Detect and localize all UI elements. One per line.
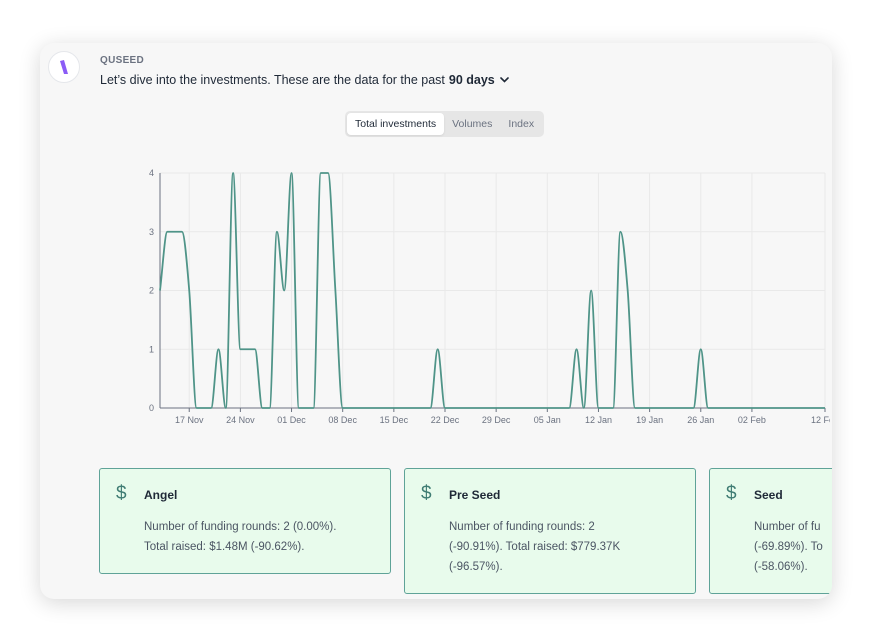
tab-index[interactable]: Index xyxy=(508,118,535,130)
stat-line: (-96.57%). xyxy=(449,561,503,573)
x-tick-label: 05 Jan xyxy=(534,415,561,425)
stat-name: Pre Seed xyxy=(449,488,501,502)
message-text: Let’s dive into the investments. These a… xyxy=(100,73,509,87)
avatar xyxy=(48,51,80,83)
stat-name: Angel xyxy=(144,488,178,502)
x-tick-label: 12 Jan xyxy=(585,415,612,425)
stat-line: Number of funding rounds: 2 xyxy=(449,521,595,533)
sender-name: QUSEED xyxy=(100,55,145,66)
chart-tabs: Total investments Volumes Index xyxy=(345,111,545,137)
y-tick-label: 2 xyxy=(149,286,154,296)
x-tick-label: 29 Dec xyxy=(482,415,511,425)
x-tick-label: 17 Nov xyxy=(175,415,204,425)
x-tick-label: 08 Dec xyxy=(328,415,357,425)
stat-line: Total raised: $1.48M (-90.62%). xyxy=(144,541,305,553)
stat-description: Number of funding rounds: 2 (0.00%). Tot… xyxy=(144,517,336,557)
dollar-icon: $ xyxy=(726,483,737,504)
x-tick-label: 26 Jan xyxy=(687,415,714,425)
dollar-icon: $ xyxy=(116,483,127,504)
tab-total-investments[interactable]: Total investments xyxy=(347,113,445,135)
stat-card-seed: $ Seed Number of fu (-69.89%). To (-58.0… xyxy=(709,468,832,594)
dollar-icon: $ xyxy=(421,483,432,504)
investments-line-chart: 0 1 2 3 4 17 Nov 24 Nov 01 Dec 08 Dec 15 Dec 22 De… xyxy=(149,168,830,425)
y-tick-label: 0 xyxy=(149,403,154,413)
chat-message-card: QUSEED Let’s dive into the investments. … xyxy=(40,43,832,599)
stat-card-angel: $ Angel Number of funding rounds: 2 (0.0… xyxy=(99,468,391,574)
y-tick-label: 1 xyxy=(149,344,154,354)
period-dropdown[interactable]: 90 days xyxy=(449,73,509,87)
quseed-logo-icon xyxy=(60,60,68,74)
stat-line: (-90.91%). Total raised: $779.37K xyxy=(449,541,621,553)
stat-card-pre-seed: $ Pre Seed Number of funding rounds: 2 (… xyxy=(404,468,696,594)
y-tick-label: 3 xyxy=(149,227,154,237)
x-tick-label: 02 Feb xyxy=(738,415,766,425)
x-tick-label: 24 Nov xyxy=(226,415,255,425)
stat-line: Number of funding rounds: 2 (0.00%). xyxy=(144,521,337,533)
period-label: 90 days xyxy=(448,73,495,87)
x-tick-label: 12 Feb xyxy=(811,415,830,425)
chevron-down-icon xyxy=(499,77,509,83)
x-tick-label: 15 Dec xyxy=(380,415,409,425)
stat-line: (-69.89%). To xyxy=(754,541,823,553)
stat-name: Seed xyxy=(754,488,783,502)
stat-description: Number of funding rounds: 2 (-90.91%). T… xyxy=(449,517,620,577)
series-line xyxy=(159,172,825,409)
stat-description: Number of fu (-69.89%). To (-58.06%). xyxy=(754,517,823,577)
stat-line: Number of fu xyxy=(754,521,821,533)
tab-volumes[interactable]: Volumes xyxy=(452,118,493,130)
x-tick-label: 01 Dec xyxy=(277,415,306,425)
stat-line: (-58.06%). xyxy=(754,561,808,573)
x-tick-label: 22 Dec xyxy=(431,415,460,425)
message-body: Let’s dive into the investments. These a… xyxy=(100,73,445,87)
y-tick-label: 4 xyxy=(149,168,154,178)
x-tick-label: 19 Jan xyxy=(636,415,663,425)
